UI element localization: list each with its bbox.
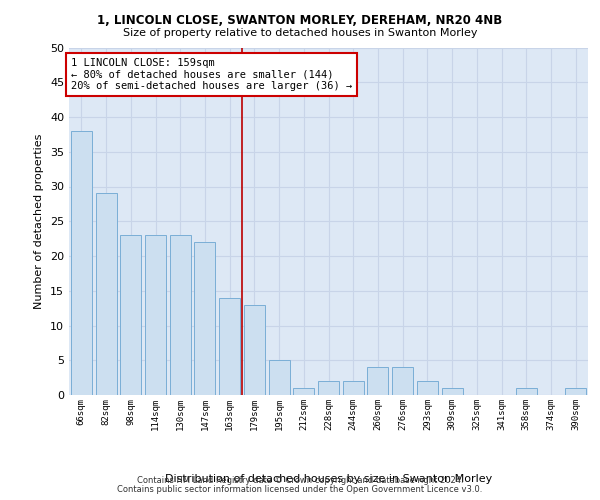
Bar bbox=[244, 304, 265, 395]
Bar bbox=[565, 388, 586, 395]
Bar bbox=[442, 388, 463, 395]
Bar bbox=[219, 298, 240, 395]
Bar bbox=[343, 381, 364, 395]
Bar bbox=[293, 388, 314, 395]
Text: Size of property relative to detached houses in Swanton Morley: Size of property relative to detached ho… bbox=[123, 28, 477, 38]
Bar bbox=[71, 131, 92, 395]
X-axis label: Distribution of detached houses by size in Swanton Morley: Distribution of detached houses by size … bbox=[165, 474, 492, 484]
Y-axis label: Number of detached properties: Number of detached properties bbox=[34, 134, 44, 309]
Text: Contains HM Land Registry data © Crown copyright and database right 2024.: Contains HM Land Registry data © Crown c… bbox=[137, 476, 463, 485]
Bar bbox=[269, 360, 290, 395]
Bar bbox=[367, 367, 388, 395]
Bar bbox=[516, 388, 537, 395]
Text: Contains public sector information licensed under the Open Government Licence v3: Contains public sector information licen… bbox=[118, 485, 482, 494]
Text: 1 LINCOLN CLOSE: 159sqm
← 80% of detached houses are smaller (144)
20% of semi-d: 1 LINCOLN CLOSE: 159sqm ← 80% of detache… bbox=[71, 58, 352, 91]
Bar bbox=[95, 194, 116, 395]
Bar bbox=[145, 235, 166, 395]
Bar bbox=[392, 367, 413, 395]
Bar bbox=[417, 381, 438, 395]
Bar bbox=[120, 235, 141, 395]
Text: 1, LINCOLN CLOSE, SWANTON MORLEY, DEREHAM, NR20 4NB: 1, LINCOLN CLOSE, SWANTON MORLEY, DEREHA… bbox=[97, 14, 503, 27]
Bar bbox=[170, 235, 191, 395]
Bar bbox=[318, 381, 339, 395]
Bar bbox=[194, 242, 215, 395]
